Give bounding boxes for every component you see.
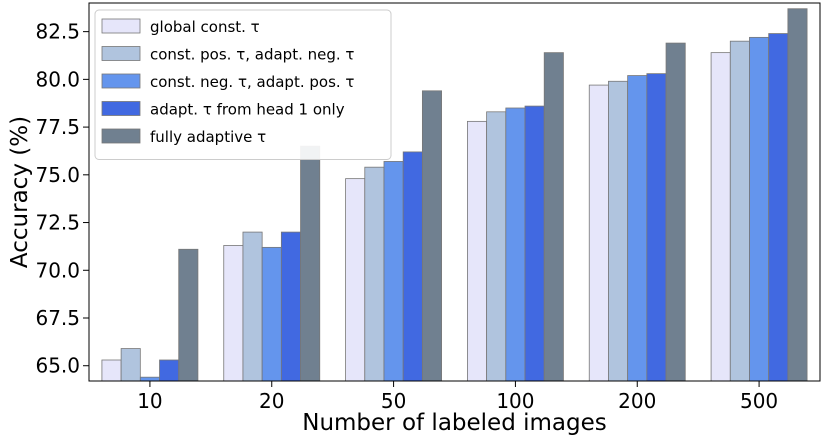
y-tick-label: 67.5	[35, 306, 80, 330]
y-axis-title: Accuracy (%)	[7, 116, 33, 268]
x-tick-label: 200	[618, 389, 656, 413]
y-tick-label: 75.0	[35, 163, 80, 187]
bar	[402, 151, 423, 382]
x-tick-label: 10	[137, 389, 162, 413]
x-tick-label: 50	[381, 389, 406, 413]
bar	[345, 178, 366, 382]
bar	[524, 105, 545, 382]
bar	[486, 111, 507, 382]
bar	[710, 52, 731, 382]
x-tick-label: 500	[740, 389, 778, 413]
legend-label: global const. τ	[150, 18, 260, 36]
y-tick-label: 65.0	[35, 354, 80, 378]
bar	[101, 359, 122, 382]
y-tick-label: 82.5	[35, 20, 80, 44]
bar	[178, 248, 199, 382]
legend-swatch	[101, 18, 141, 34]
x-axis-title: Number of labeled images	[302, 410, 607, 436]
bar	[646, 73, 667, 382]
x-tick-label: 100	[496, 389, 534, 413]
bar	[588, 84, 609, 382]
legend-swatch	[101, 73, 141, 89]
y-tick-label: 72.5	[35, 211, 80, 235]
bar	[749, 36, 770, 382]
plot-frame	[88, 2, 821, 382]
bar	[768, 33, 789, 382]
bar	[467, 120, 488, 382]
legend-label: const. neg. τ, adapt. pos. τ	[150, 73, 354, 91]
bar	[139, 376, 160, 382]
bar	[280, 231, 301, 382]
legend-swatch	[101, 128, 141, 144]
legend-box	[94, 9, 392, 160]
y-tick-label: 80.0	[35, 67, 80, 91]
bar	[608, 80, 629, 382]
bar	[665, 42, 686, 382]
bar	[383, 161, 404, 382]
legend-swatch	[101, 101, 141, 116]
bar	[300, 145, 321, 382]
bar	[543, 52, 564, 382]
bar	[223, 245, 244, 382]
legend-swatch	[101, 46, 141, 61]
bar	[120, 348, 141, 382]
x-axis: 10 20 50 100 200 500	[137, 381, 778, 413]
bar	[242, 231, 263, 382]
bar	[261, 246, 282, 382]
bar	[627, 75, 648, 382]
bar	[505, 107, 526, 382]
legend-label: const. pos. τ, adapt. neg. τ	[150, 46, 354, 64]
y-tick-label: 70.0	[35, 258, 80, 282]
legend-label: adapt. τ from head 1 only	[150, 101, 345, 119]
y-axis: 65.0 67.5 70.0 72.5 75.0 77.5 80.0 82.5	[35, 20, 89, 378]
x-tick-label: 20	[259, 389, 284, 413]
bar	[787, 8, 808, 382]
bars-group	[101, 8, 808, 382]
bar	[364, 166, 385, 382]
bar	[421, 90, 442, 382]
legend: global const. τ const. pos. τ, adapt. neg…	[94, 9, 392, 160]
legend-label: fully adaptive τ	[150, 128, 266, 146]
bar	[729, 40, 750, 382]
y-tick-label: 77.5	[35, 115, 80, 139]
bar	[159, 359, 180, 382]
